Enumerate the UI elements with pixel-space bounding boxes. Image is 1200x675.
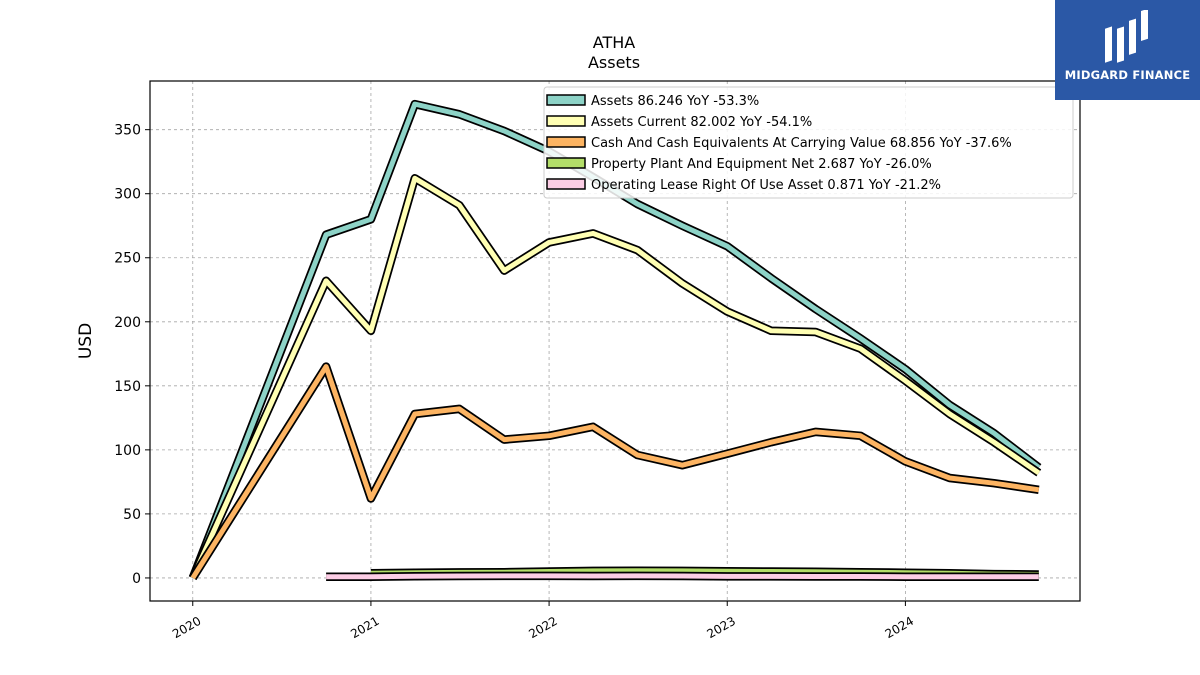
legend-swatch: [546, 115, 586, 127]
y-tick-label: 300: [114, 187, 141, 203]
x-tick-label: 2020: [170, 614, 203, 641]
legend-swatch: [546, 157, 586, 169]
x-tick-label: 2022: [526, 614, 559, 641]
legend-entry: Assets Current 82.002 YoY -54.1%: [591, 115, 812, 130]
x-tick-label: 2024: [883, 614, 916, 641]
y-tick-label: 100: [114, 443, 141, 459]
chart-subtitle: Assets: [588, 53, 640, 72]
logo-mark-icon: [1105, 10, 1148, 63]
y-tick-label: 0: [132, 571, 141, 587]
series-line-assets-current: [190, 175, 1041, 579]
watermark-text: MIDGARD FINANCE: [1064, 68, 1191, 82]
y-axis-label: USD: [76, 323, 96, 359]
legend-swatch: [546, 178, 586, 190]
legend-entry: Assets 86.246 YoY -53.3%: [591, 94, 759, 109]
y-tick-label: 200: [114, 315, 141, 331]
legend-swatch: [546, 136, 586, 148]
watermark-logo: MIDGARD FINANCE: [1055, 0, 1200, 100]
series-layer: [188, 99, 1042, 582]
axes: 2020 2021 2022 2023 2024 0 50 100 150 200 250 300 35…: [114, 123, 916, 642]
legend-entry: Cash And Cash Equivalents At Carrying Va…: [591, 136, 1012, 151]
legend-entry: Operating Lease Right Of Use Asset 0.871…: [591, 178, 941, 193]
series-line-assets: [190, 101, 1041, 579]
y-tick-label: 150: [114, 379, 141, 395]
series-line-operating-lease-right-of-use-asset: [326, 573, 1039, 580]
legend-entry: Property Plant And Equipment Net 2.687 Y…: [591, 157, 932, 172]
y-tick-label: 50: [123, 507, 141, 523]
legend-box: [543, 86, 1074, 199]
x-tick-label: 2021: [348, 614, 381, 641]
series-outline-cash-and-cash-equivalents-at-carrying-value: [189, 362, 1040, 581]
legend: Assets 86.246 YoY -53.3% Assets Current 8…: [543, 86, 1074, 199]
chart-title: ATHA: [593, 33, 636, 52]
legend-swatch: [546, 94, 586, 106]
y-tick-label: 350: [114, 123, 141, 139]
x-tick-label: 2023: [705, 614, 738, 641]
plot-frame: [149, 80, 1081, 602]
y-tick-label: 250: [114, 251, 141, 267]
series-line-cash-and-cash-equivalents-at-carrying-value: [190, 364, 1040, 580]
